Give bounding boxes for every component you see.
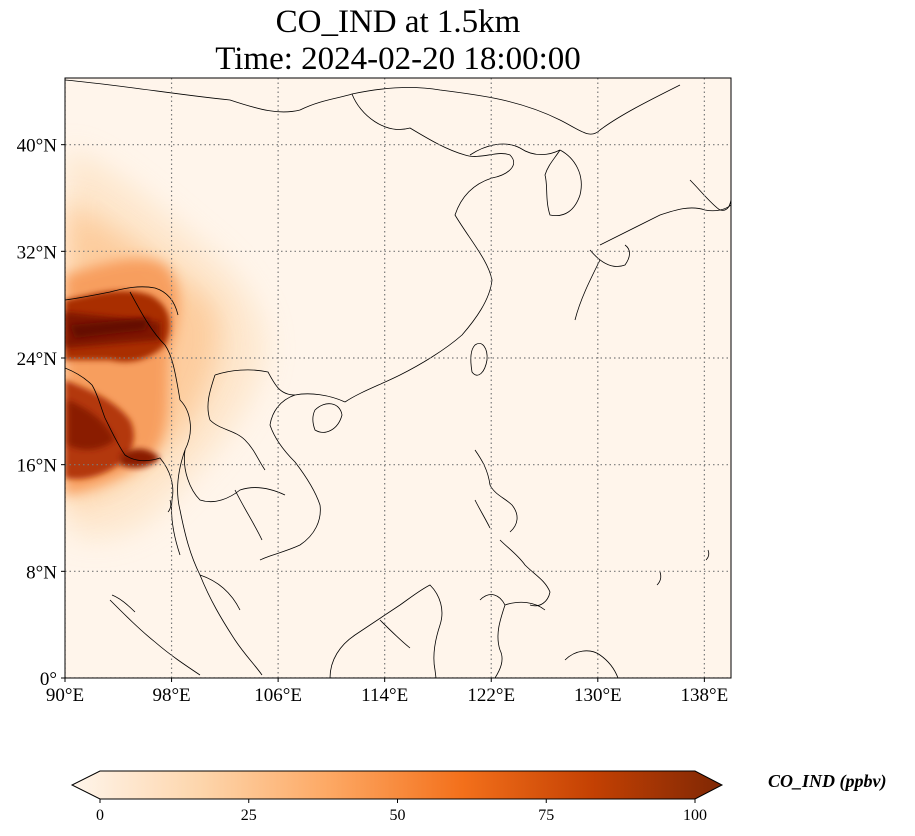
- lon-tick-label: 130°E: [574, 685, 622, 706]
- coastlines: [65, 79, 731, 678]
- lat-tick-label: 8°N: [26, 562, 57, 583]
- colorbar-ticks: 0 25 50 75 100: [96, 799, 707, 824]
- colorbar-tick-label: 75: [538, 807, 554, 824]
- lon-tick-label: 122°E: [467, 685, 515, 706]
- lon-tick-label: 98°E: [152, 685, 190, 706]
- colorbar-tick-label: 25: [241, 807, 257, 824]
- map-subtitle: Time: 2024-02-20 18:00:00: [215, 41, 581, 77]
- longitude-axis: 90°E 98°E 106°E 114°E 122°E 130°E 138°E: [46, 678, 728, 706]
- lat-tick-label: 0°: [40, 669, 57, 690]
- map-title: CO_IND at 1.5km: [275, 4, 521, 40]
- lat-tick-label: 24°N: [17, 349, 58, 370]
- lon-tick-label: 106°E: [254, 685, 302, 706]
- lat-tick-label: 16°N: [17, 456, 58, 477]
- gridlines: [65, 78, 731, 678]
- colorbar-bar: [70, 770, 724, 800]
- colorbar-tick-label: 50: [390, 807, 406, 824]
- lon-tick-label: 138°E: [681, 685, 729, 706]
- colorbar-tick-label: 100: [683, 807, 707, 824]
- colorbar-tick-label: 0: [96, 807, 104, 824]
- colorbar: 0 25 50 75 100: [70, 770, 724, 824]
- concentration-field: [65, 150, 266, 539]
- map-frame: [64, 77, 732, 679]
- lon-tick-label: 114°E: [361, 685, 408, 706]
- latitude-axis: 0° 8°N 16°N 24°N 32°N 40°N: [17, 136, 65, 690]
- lon-tick-label: 90°E: [46, 685, 84, 706]
- colorbar-label: CO_IND (ppbv): [768, 771, 887, 791]
- lat-tick-label: 40°N: [17, 136, 58, 157]
- lat-tick-label: 32°N: [17, 242, 58, 263]
